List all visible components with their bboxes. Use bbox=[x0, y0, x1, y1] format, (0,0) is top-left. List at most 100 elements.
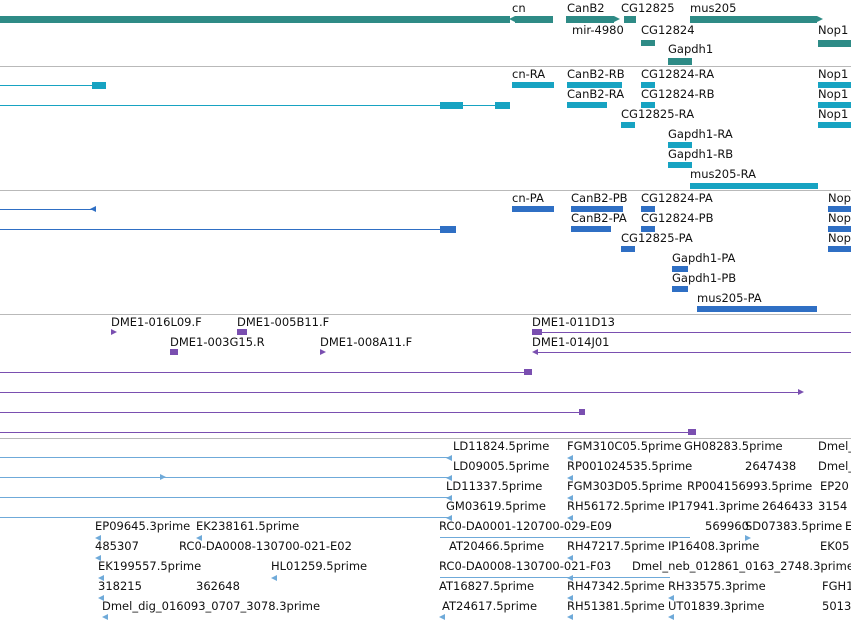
transcript-nop1-a[interactable] bbox=[818, 82, 851, 88]
est-label[interactable]: RC0-DA0008-130700-021-F03 bbox=[439, 559, 612, 573]
protein-label[interactable]: CG12824-PB bbox=[641, 211, 714, 225]
est-label[interactable]: E bbox=[845, 519, 851, 533]
est-line[interactable] bbox=[0, 497, 450, 498]
est-label[interactable]: RH33575.3prime bbox=[668, 579, 766, 593]
gene-bar-mus205[interactable] bbox=[690, 16, 817, 23]
gene-bar-cg12825[interactable] bbox=[624, 16, 636, 23]
est-marker[interactable] bbox=[446, 475, 452, 481]
gene-bar-canb2[interactable] bbox=[566, 16, 614, 23]
gene-label-gapdh1[interactable]: Gapdh1 bbox=[668, 42, 714, 56]
est-label[interactable]: EK05 bbox=[820, 539, 850, 553]
est-marker[interactable] bbox=[446, 515, 452, 521]
clone-marker[interactable] bbox=[579, 409, 585, 415]
est-marker[interactable] bbox=[446, 455, 452, 461]
transcript-nop1-c[interactable] bbox=[818, 122, 851, 128]
clone-line[interactable] bbox=[538, 352, 851, 353]
transcript-label[interactable]: Gapdh1-RB bbox=[668, 147, 734, 161]
est-label[interactable]: 2647438 bbox=[745, 459, 797, 473]
est-label[interactable]: EK238161.5prime bbox=[196, 519, 300, 533]
est-label[interactable]: EP09645.3prime bbox=[95, 519, 191, 533]
transcript-line[interactable] bbox=[0, 105, 440, 106]
clone-marker[interactable] bbox=[532, 329, 542, 335]
est-label[interactable]: UT01839.3prime bbox=[668, 599, 765, 613]
protein-cg12825-pa[interactable] bbox=[621, 246, 635, 252]
protein-label[interactable]: CG12825-PA bbox=[621, 231, 693, 245]
clone-marker[interactable] bbox=[111, 329, 117, 335]
gene-label-nop1[interactable]: Nop1 bbox=[818, 23, 849, 37]
transcript-gapdh1-rb[interactable] bbox=[668, 162, 692, 168]
est-label[interactable]: 3154 bbox=[818, 499, 848, 513]
clone-line[interactable] bbox=[0, 392, 800, 393]
protein-canb2-pa[interactable] bbox=[571, 226, 611, 232]
gene-bar-cg12824[interactable] bbox=[641, 40, 655, 46]
est-line[interactable] bbox=[440, 537, 690, 538]
est-label[interactable]: FGM310C05.5prime bbox=[567, 439, 682, 453]
est-label[interactable]: LD09005.5prime bbox=[453, 459, 550, 473]
est-marker[interactable] bbox=[160, 474, 166, 480]
transcript-label[interactable]: CanB2-RB bbox=[567, 67, 625, 81]
protein-line[interactable] bbox=[0, 209, 92, 210]
protein-line[interactable] bbox=[0, 229, 440, 230]
est-marker[interactable] bbox=[567, 455, 573, 461]
clone-marker[interactable] bbox=[170, 349, 178, 355]
transcript-canb2-ra[interactable] bbox=[567, 102, 607, 108]
est-line[interactable] bbox=[0, 457, 450, 458]
clone-label[interactable]: DME1-003G15.R bbox=[170, 335, 265, 349]
est-line[interactable] bbox=[440, 577, 670, 578]
est-marker[interactable] bbox=[567, 595, 573, 601]
transcript-exon[interactable] bbox=[440, 102, 463, 109]
protein-label[interactable]: cn-PA bbox=[512, 191, 544, 205]
transcript-label[interactable]: CG12824-RB bbox=[641, 87, 715, 101]
gene-bar-nop1[interactable] bbox=[818, 40, 851, 47]
est-label[interactable]: AT24617.5prime bbox=[442, 599, 538, 613]
est-label[interactable]: Dmel_dig_016093_0707_3078.3prime bbox=[102, 599, 321, 613]
transcript-cg12825-ra[interactable] bbox=[621, 122, 635, 128]
est-label[interactable]: FGM303D05.5prime bbox=[567, 479, 683, 493]
est-marker[interactable] bbox=[745, 535, 751, 541]
gene-label-cg12825[interactable]: CG12825 bbox=[621, 1, 675, 15]
protein-label[interactable]: CG12824-PA bbox=[641, 191, 713, 205]
transcript-label[interactable]: CG12825-RA bbox=[621, 107, 695, 121]
protein-gapdh1-pb[interactable] bbox=[672, 286, 688, 292]
transcript-label[interactable]: cn-RA bbox=[512, 67, 546, 81]
est-label[interactable]: AT20466.5prime bbox=[449, 539, 545, 553]
transcript-label[interactable]: CanB2-RA bbox=[567, 87, 625, 101]
transcript-gapdh1-ra[interactable] bbox=[668, 142, 692, 148]
est-label[interactable]: RC0-DA0008-130700-021-E02 bbox=[179, 539, 352, 553]
transcript-exon[interactable] bbox=[495, 102, 510, 109]
est-marker[interactable] bbox=[567, 515, 573, 521]
transcript-nop1-b[interactable] bbox=[818, 102, 851, 108]
clone-label[interactable]: DME1-011D13 bbox=[532, 315, 615, 329]
protein-label[interactable]: Gapdh1-PB bbox=[672, 271, 737, 285]
protein-mus205-pa[interactable] bbox=[697, 306, 817, 312]
est-marker[interactable] bbox=[446, 495, 452, 501]
transcript-canb2-rb[interactable] bbox=[567, 82, 622, 88]
est-label[interactable]: IP16408.3prime bbox=[668, 539, 760, 553]
gene-label-cn[interactable]: cn bbox=[512, 1, 526, 15]
est-label[interactable]: 485307 bbox=[95, 539, 139, 553]
est-marker[interactable] bbox=[567, 575, 573, 581]
protein-nop-a[interactable] bbox=[828, 206, 851, 212]
transcript-cg12824-ra[interactable] bbox=[641, 82, 655, 88]
est-label[interactable]: Dmel_ bbox=[818, 459, 851, 473]
clone-label[interactable]: DME1-005B11.F bbox=[237, 315, 330, 329]
gene-label-canb2[interactable]: CanB2 bbox=[567, 1, 605, 15]
protein-label[interactable]: Nop bbox=[828, 211, 851, 225]
clone-line[interactable] bbox=[542, 332, 851, 333]
est-line[interactable] bbox=[0, 477, 450, 478]
est-label[interactable]: RH56172.5prime bbox=[567, 499, 665, 513]
est-label[interactable]: HL01259.5prime bbox=[271, 559, 368, 573]
protein-cg12824-pb[interactable] bbox=[641, 226, 655, 232]
est-label[interactable]: RP004156993.5prime bbox=[687, 479, 813, 493]
est-marker[interactable] bbox=[567, 495, 573, 501]
est-label[interactable]: FGH1 bbox=[822, 579, 851, 593]
protein-gapdh1-pa[interactable] bbox=[672, 266, 688, 272]
est-label[interactable]: RH47342.5prime bbox=[567, 579, 665, 593]
est-marker[interactable] bbox=[271, 575, 277, 581]
clone-marker[interactable] bbox=[320, 349, 326, 355]
est-label[interactable]: 362648 bbox=[196, 579, 240, 593]
est-marker[interactable] bbox=[668, 595, 674, 601]
clone-line[interactable] bbox=[0, 372, 526, 373]
est-label[interactable]: 2646433 bbox=[762, 499, 814, 513]
protein-cn-pa[interactable] bbox=[512, 206, 554, 212]
